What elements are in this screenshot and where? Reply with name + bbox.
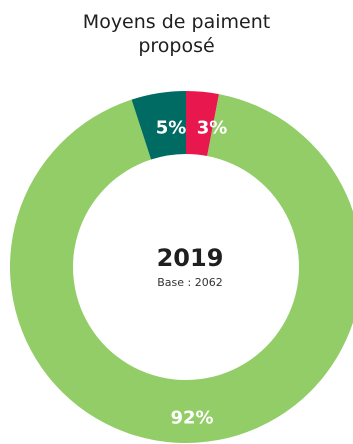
donut-slice-label-1: 92% <box>170 408 213 429</box>
chart-title-line-1: Moyens de paiment <box>82 11 271 33</box>
donut-slice-2 <box>131 91 186 160</box>
chart-title: Moyens de paiment proposé <box>0 10 353 58</box>
donut-slices <box>10 91 353 443</box>
chart-title-line-2: proposé <box>138 35 215 57</box>
donut-slice-1 <box>10 94 353 443</box>
donut-slice-0 <box>186 91 219 157</box>
donut-slice-labels: 3% 92% 5% <box>156 118 228 429</box>
donut-slice-label-2: 5% <box>156 118 187 139</box>
center-base-label: Base : 2062 <box>157 276 222 289</box>
center-year-label: 2019 <box>157 244 224 272</box>
donut-slice-label-0: 3% <box>197 118 228 139</box>
